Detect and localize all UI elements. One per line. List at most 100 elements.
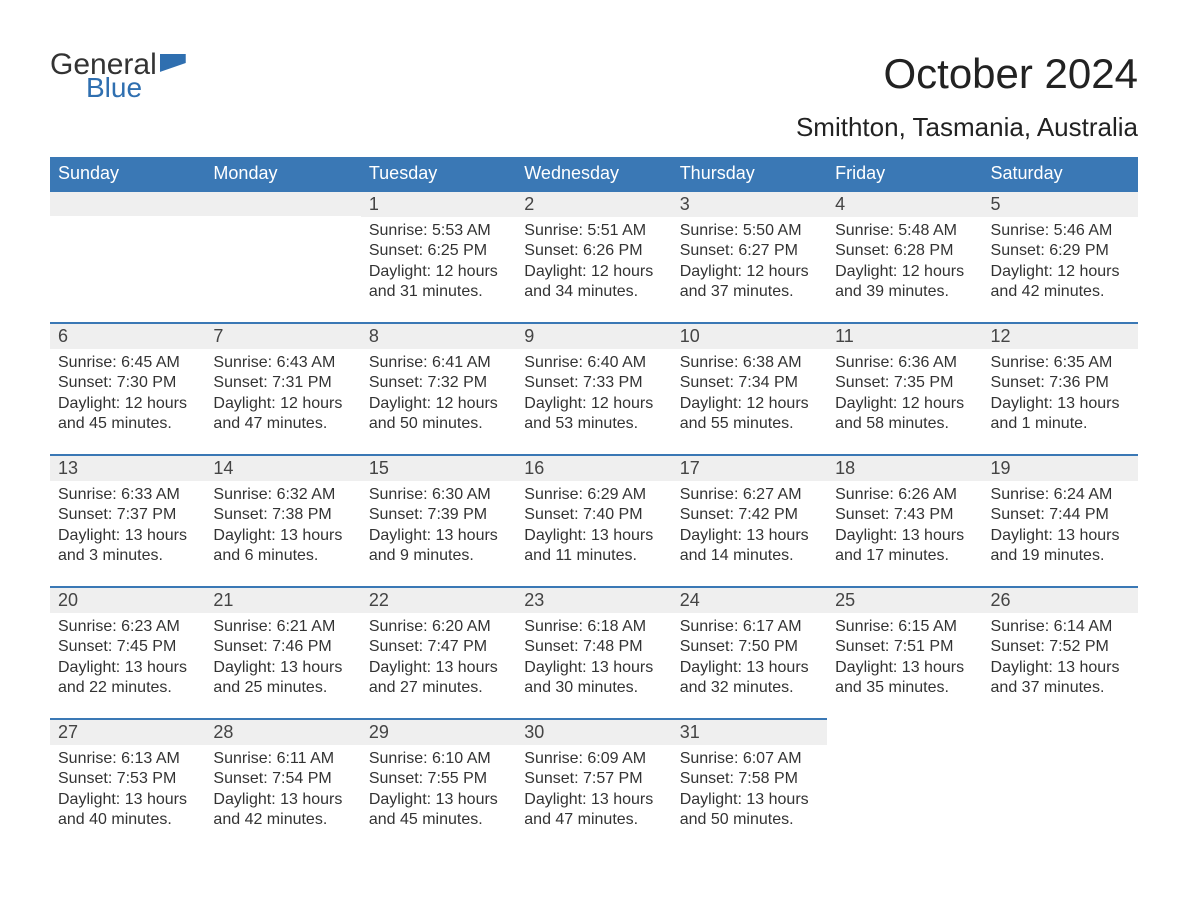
day-number: 17: [672, 454, 827, 481]
calendar-table: SundayMondayTuesdayWednesdayThursdayFrid…: [50, 157, 1138, 850]
calendar-cell: 17Sunrise: 6:27 AMSunset: 7:42 PMDayligh…: [672, 454, 827, 586]
day-daylight1: Daylight: 12 hours: [835, 262, 974, 282]
day-daylight1: Daylight: 12 hours: [680, 394, 819, 414]
calendar-header-tuesday: Tuesday: [361, 157, 516, 190]
calendar-week-row: 13Sunrise: 6:33 AMSunset: 7:37 PMDayligh…: [50, 454, 1138, 586]
day-number: 19: [983, 454, 1138, 481]
day-sunset: Sunset: 6:25 PM: [369, 241, 508, 261]
calendar-header-friday: Friday: [827, 157, 982, 190]
empty-day-bar: [205, 190, 360, 216]
day-sunrise: Sunrise: 5:50 AM: [680, 221, 819, 241]
calendar-cell: 6Sunrise: 6:45 AMSunset: 7:30 PMDaylight…: [50, 322, 205, 454]
day-daylight2: and 45 minutes.: [58, 414, 197, 434]
brand-logo: General Blue: [50, 50, 186, 108]
day-daylight2: and 3 minutes.: [58, 546, 197, 566]
day-details: Sunrise: 6:32 AMSunset: 7:38 PMDaylight:…: [205, 481, 360, 567]
day-daylight2: and 47 minutes.: [524, 810, 663, 830]
day-details: Sunrise: 6:14 AMSunset: 7:52 PMDaylight:…: [983, 613, 1138, 699]
day-daylight1: Daylight: 13 hours: [213, 790, 352, 810]
calendar-cell: 28Sunrise: 6:11 AMSunset: 7:54 PMDayligh…: [205, 718, 360, 850]
day-daylight2: and 32 minutes.: [680, 678, 819, 698]
day-daylight1: Daylight: 13 hours: [58, 526, 197, 546]
calendar-week-row: 27Sunrise: 6:13 AMSunset: 7:53 PMDayligh…: [50, 718, 1138, 850]
title-block: October 2024 Smithton, Tasmania, Austral…: [796, 50, 1138, 143]
day-sunset: Sunset: 7:51 PM: [835, 637, 974, 657]
calendar-cell: 1Sunrise: 5:53 AMSunset: 6:25 PMDaylight…: [361, 190, 516, 322]
day-sunset: Sunset: 6:27 PM: [680, 241, 819, 261]
day-sunrise: Sunrise: 6:38 AM: [680, 353, 819, 373]
day-daylight2: and 17 minutes.: [835, 546, 974, 566]
day-sunrise: Sunrise: 6:30 AM: [369, 485, 508, 505]
calendar-week-row: 1Sunrise: 5:53 AMSunset: 6:25 PMDaylight…: [50, 190, 1138, 322]
calendar-cell: 21Sunrise: 6:21 AMSunset: 7:46 PMDayligh…: [205, 586, 360, 718]
day-daylight1: Daylight: 12 hours: [524, 394, 663, 414]
day-sunrise: Sunrise: 6:10 AM: [369, 749, 508, 769]
day-daylight2: and 47 minutes.: [213, 414, 352, 434]
calendar-cell: 2Sunrise: 5:51 AMSunset: 6:26 PMDaylight…: [516, 190, 671, 322]
day-sunset: Sunset: 7:42 PM: [680, 505, 819, 525]
day-sunrise: Sunrise: 6:17 AM: [680, 617, 819, 637]
day-number: 5: [983, 190, 1138, 217]
day-sunset: Sunset: 7:55 PM: [369, 769, 508, 789]
day-sunrise: Sunrise: 6:26 AM: [835, 485, 974, 505]
day-details: Sunrise: 6:18 AMSunset: 7:48 PMDaylight:…: [516, 613, 671, 699]
location: Smithton, Tasmania, Australia: [796, 112, 1138, 143]
day-number: 27: [50, 718, 205, 745]
day-daylight2: and 45 minutes.: [369, 810, 508, 830]
day-sunrise: Sunrise: 6:33 AM: [58, 485, 197, 505]
day-number: 14: [205, 454, 360, 481]
day-daylight1: Daylight: 12 hours: [369, 394, 508, 414]
day-daylight1: Daylight: 12 hours: [680, 262, 819, 282]
calendar-cell: 20Sunrise: 6:23 AMSunset: 7:45 PMDayligh…: [50, 586, 205, 718]
day-sunset: Sunset: 6:29 PM: [991, 241, 1130, 261]
day-sunrise: Sunrise: 5:51 AM: [524, 221, 663, 241]
day-daylight1: Daylight: 13 hours: [680, 790, 819, 810]
day-sunrise: Sunrise: 5:46 AM: [991, 221, 1130, 241]
day-sunset: Sunset: 7:52 PM: [991, 637, 1130, 657]
day-sunset: Sunset: 7:50 PM: [680, 637, 819, 657]
day-number: 15: [361, 454, 516, 481]
calendar-header-thursday: Thursday: [672, 157, 827, 190]
day-details: Sunrise: 6:20 AMSunset: 7:47 PMDaylight:…: [361, 613, 516, 699]
day-daylight2: and 14 minutes.: [680, 546, 819, 566]
day-sunset: Sunset: 7:40 PM: [524, 505, 663, 525]
day-sunrise: Sunrise: 6:14 AM: [991, 617, 1130, 637]
calendar-cell: 12Sunrise: 6:35 AMSunset: 7:36 PMDayligh…: [983, 322, 1138, 454]
day-daylight2: and 27 minutes.: [369, 678, 508, 698]
day-daylight1: Daylight: 13 hours: [369, 658, 508, 678]
calendar-cell: 8Sunrise: 6:41 AMSunset: 7:32 PMDaylight…: [361, 322, 516, 454]
day-number: 13: [50, 454, 205, 481]
day-sunrise: Sunrise: 6:21 AM: [213, 617, 352, 637]
day-sunset: Sunset: 7:32 PM: [369, 373, 508, 393]
day-sunset: Sunset: 7:33 PM: [524, 373, 663, 393]
day-details: Sunrise: 6:11 AMSunset: 7:54 PMDaylight:…: [205, 745, 360, 831]
day-details: Sunrise: 6:23 AMSunset: 7:45 PMDaylight:…: [50, 613, 205, 699]
day-details: Sunrise: 6:29 AMSunset: 7:40 PMDaylight:…: [516, 481, 671, 567]
day-sunset: Sunset: 7:58 PM: [680, 769, 819, 789]
day-daylight1: Daylight: 13 hours: [369, 790, 508, 810]
day-number: 21: [205, 586, 360, 613]
day-details: Sunrise: 6:10 AMSunset: 7:55 PMDaylight:…: [361, 745, 516, 831]
day-sunrise: Sunrise: 6:11 AM: [213, 749, 352, 769]
day-number: 11: [827, 322, 982, 349]
calendar-cell: [50, 190, 205, 322]
calendar-cell: 29Sunrise: 6:10 AMSunset: 7:55 PMDayligh…: [361, 718, 516, 850]
day-details: Sunrise: 6:40 AMSunset: 7:33 PMDaylight:…: [516, 349, 671, 435]
header: General Blue October 2024 Smithton, Tasm…: [50, 50, 1138, 143]
day-sunset: Sunset: 7:53 PM: [58, 769, 197, 789]
day-sunrise: Sunrise: 6:40 AM: [524, 353, 663, 373]
day-details: Sunrise: 6:41 AMSunset: 7:32 PMDaylight:…: [361, 349, 516, 435]
calendar-cell: 25Sunrise: 6:15 AMSunset: 7:51 PMDayligh…: [827, 586, 982, 718]
day-sunset: Sunset: 7:43 PM: [835, 505, 974, 525]
day-daylight2: and 40 minutes.: [58, 810, 197, 830]
day-number: 23: [516, 586, 671, 613]
day-daylight1: Daylight: 13 hours: [524, 526, 663, 546]
day-sunset: Sunset: 7:47 PM: [369, 637, 508, 657]
day-details: Sunrise: 5:50 AMSunset: 6:27 PMDaylight:…: [672, 217, 827, 303]
day-sunset: Sunset: 7:48 PM: [524, 637, 663, 657]
calendar-cell: 11Sunrise: 6:36 AMSunset: 7:35 PMDayligh…: [827, 322, 982, 454]
day-daylight2: and 42 minutes.: [991, 282, 1130, 302]
day-number: 7: [205, 322, 360, 349]
day-daylight1: Daylight: 13 hours: [58, 790, 197, 810]
calendar-header-sunday: Sunday: [50, 157, 205, 190]
